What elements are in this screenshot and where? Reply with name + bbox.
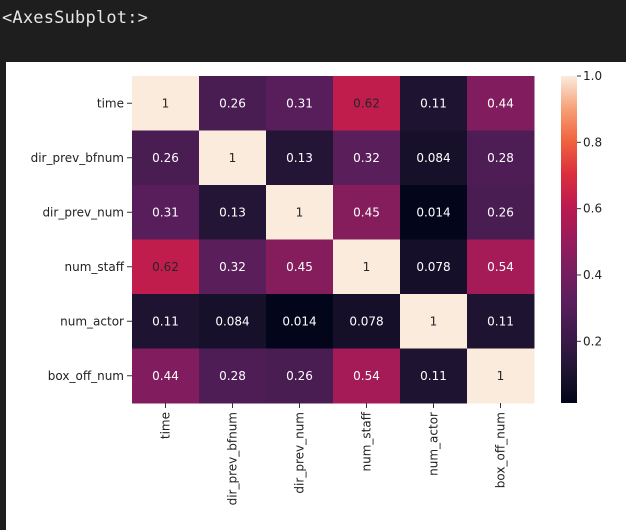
cell-annotation-3-0: 0.62 (152, 260, 179, 274)
heatmap-cell-3-0 (132, 239, 200, 295)
cell-annotation-2-5: 0.26 (487, 205, 514, 219)
y-tick-label-3: num_staff (65, 260, 125, 274)
colorbar-tick-label-4: 1.0 (583, 69, 602, 83)
heatmap-cell-2-5 (467, 185, 535, 240)
cell-annotation-3-5: 0.54 (487, 260, 514, 274)
heatmap-cell-1-1 (199, 130, 267, 186)
heatmap-cell-5-0 (132, 348, 200, 404)
cell-annotation-5-2: 0.26 (286, 369, 313, 383)
cell-annotation-1-4: 0.084 (416, 151, 450, 165)
x-tick-label-1: dir_prev_bfnum (226, 412, 240, 505)
figure-canvas: 1 0.26 0.31 0.62 0.11 0.44 0.26 1 0.13 0.32 0.084 0… (6, 62, 626, 530)
heatmap-cell-2-1 (199, 185, 267, 240)
heatmap-cell-4-3 (333, 294, 401, 349)
heatmap-cell-4-0 (132, 294, 200, 349)
cell-annotation-4-0: 0.11 (152, 314, 179, 328)
x-tick-label-0: time (159, 412, 173, 439)
heatmap-cell-2-2 (266, 185, 334, 240)
y-tick-label-1: dir_prev_bfnum (31, 151, 124, 165)
heatmap-cell-1-3 (333, 130, 401, 186)
cell-annotation-4-3: 0.078 (349, 314, 383, 328)
cell-annotation-2-3: 0.45 (353, 205, 380, 219)
cell-output-label: <AxesSubplot:> (2, 8, 149, 28)
heatmap-cell-2-3 (333, 185, 401, 240)
y-tick-label-5: box_off_num (48, 369, 124, 383)
cell-annotation-0-4: 0.11 (420, 96, 447, 110)
heatmap-cell-5-5 (467, 348, 535, 404)
colorbar-tick-label-2: 0.6 (583, 202, 602, 216)
heatmap-cell-5-2 (266, 348, 334, 404)
colorbar-tick-label-0: 0.2 (583, 334, 602, 348)
heatmap-cell-2-0 (132, 185, 200, 240)
cell-annotation-0-5: 0.44 (487, 96, 514, 110)
y-tick-label-2: dir_prev_num (42, 205, 124, 219)
cell-annotation-3-3: 1 (363, 260, 371, 274)
x-tick-label-3: num_staff (360, 411, 374, 471)
cell-annotation-5-3: 0.54 (353, 369, 380, 383)
heatmap-cell-4-4 (400, 294, 468, 349)
cell-annotation-1-0: 0.26 (152, 151, 179, 165)
x-tick-label-5: box_off_num (494, 412, 508, 488)
heatmap-cell-1-2 (266, 130, 334, 186)
cell-annotation-1-2: 0.13 (286, 151, 313, 165)
heatmap-cell-3-5 (467, 239, 535, 295)
cell-annotation-1-3: 0.32 (353, 151, 380, 165)
y-tick-label-0: time (97, 96, 124, 110)
heatmap-cell-4-2 (266, 294, 334, 349)
colorbar-tick-label-1: 0.4 (583, 268, 602, 282)
cell-annotation-0-3: 0.62 (353, 96, 380, 110)
heatmap-cell-5-3 (333, 348, 401, 404)
heatmap-cell-1-5 (467, 130, 535, 186)
cell-annotation-5-4: 0.11 (420, 369, 447, 383)
cell-annotation-1-1: 1 (229, 151, 237, 165)
x-tick-label-4: num_actor (427, 412, 441, 476)
cell-annotation-3-2: 0.45 (286, 260, 313, 274)
cell-annotation-2-0: 0.31 (152, 205, 179, 219)
cell-annotation-5-1: 0.28 (219, 369, 246, 383)
heatmap-cell-1-4 (400, 130, 468, 186)
heatmap-cell-0-2 (266, 76, 334, 131)
colorbar-tick-label-3: 0.8 (583, 135, 602, 149)
cell-annotation-3-1: 0.32 (219, 260, 246, 274)
x-tick-label-2: dir_prev_num (293, 412, 307, 494)
cell-annotation-0-1: 0.26 (219, 96, 246, 110)
heatmap-cell-4-5 (467, 294, 535, 349)
heatmap-cell-5-1 (199, 348, 267, 404)
heatmap-cell-3-3 (333, 239, 401, 295)
heatmap-cell-0-3 (333, 76, 401, 131)
cell-annotation-4-5: 0.11 (487, 314, 514, 328)
heatmap-cell-5-4 (400, 348, 468, 404)
colorbar (561, 76, 577, 403)
heatmap-cell-3-1 (199, 239, 267, 295)
heatmap-cell-2-4 (400, 185, 468, 240)
cell-annotation-4-2: 0.014 (282, 314, 316, 328)
heatmap-cell-0-5 (467, 76, 535, 131)
heatmap-cell-3-4 (400, 239, 468, 295)
cell-annotation-2-1: 0.13 (219, 205, 246, 219)
heatmap-cell-3-2 (266, 239, 334, 295)
cell-annotation-0-0: 1 (162, 96, 170, 110)
cell-annotation-0-2: 0.31 (286, 96, 313, 110)
cell-annotation-5-0: 0.44 (152, 369, 179, 383)
cell-annotation-1-5: 0.28 (487, 151, 514, 165)
heatmap-cell-0-0 (132, 76, 200, 131)
heatmap-chart: 1 0.26 0.31 0.62 0.11 0.44 0.26 1 0.13 0.32 0.084 0… (31, 69, 603, 505)
cell-annotation-4-4: 1 (430, 314, 438, 328)
cell-annotation-5-5: 1 (497, 369, 505, 383)
y-tick-label-4: num_actor (60, 314, 124, 328)
cell-annotation-3-4: 0.078 (416, 260, 450, 274)
heatmap-cell-4-1 (199, 294, 267, 349)
cell-annotation-2-4: 0.014 (416, 205, 450, 219)
cell-annotation-2-2: 1 (296, 205, 304, 219)
cell-annotation-4-1: 0.084 (215, 314, 249, 328)
heatmap-cell-1-0 (132, 130, 200, 186)
heatmap-cell-0-4 (400, 76, 468, 131)
heatmap-cell-0-1 (199, 76, 267, 131)
